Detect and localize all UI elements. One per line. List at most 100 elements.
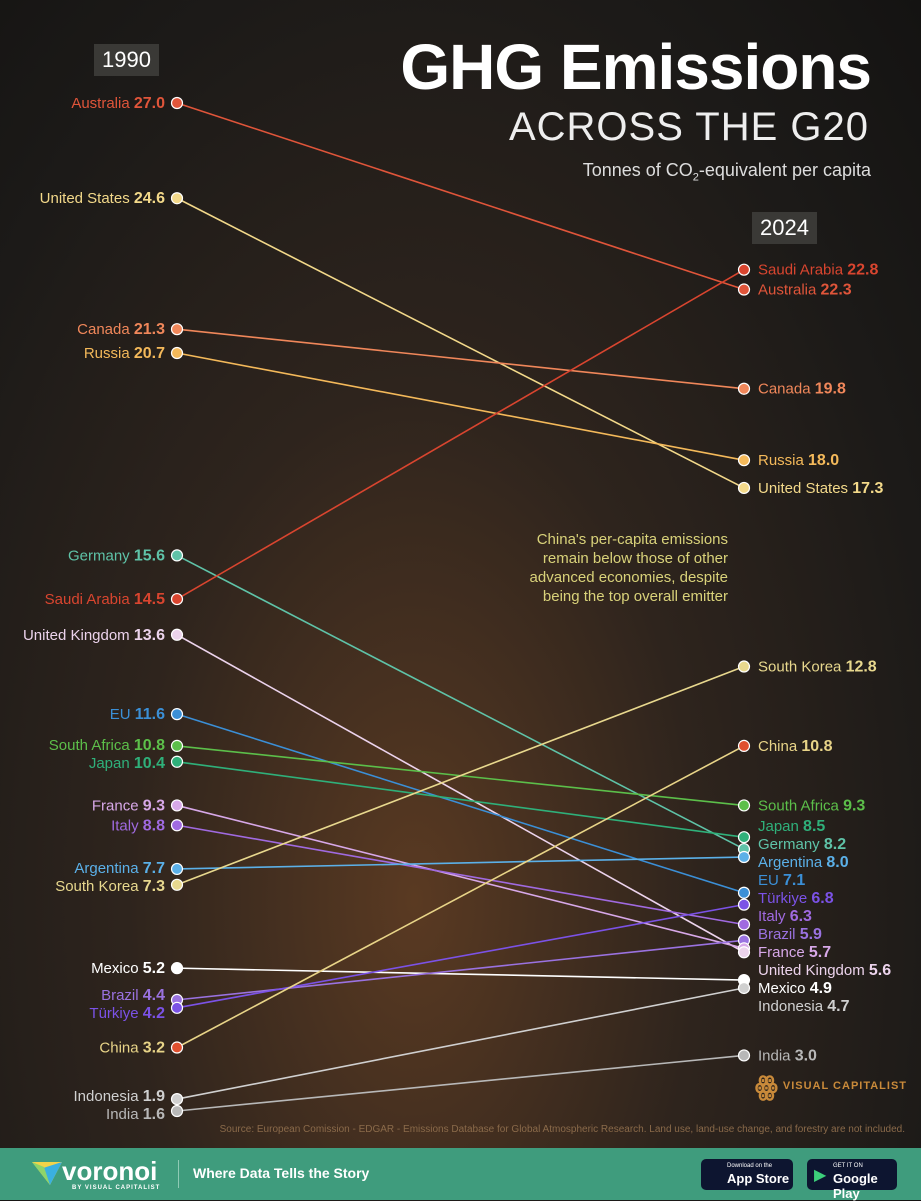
country-name: Australia	[71, 95, 134, 112]
data-label: Germany 8.2	[758, 836, 846, 853]
slope-chart: Australia 27.0 United States 24.6 Canada 2…	[23, 95, 891, 1123]
series-line-5	[176, 268, 745, 600]
country-value: 6.8	[811, 890, 833, 907]
country-dot-1990	[170, 962, 184, 975]
country-name: Argentina	[74, 860, 142, 877]
country-dot-1990	[170, 628, 184, 641]
country-name: United Kingdom	[23, 627, 134, 644]
country-dot-2024	[737, 799, 751, 812]
country-name: Russia	[84, 345, 134, 362]
data-label: Japan 8.5	[758, 818, 825, 835]
country-value: 3.2	[143, 1040, 165, 1057]
series-line-14	[176, 967, 745, 981]
google-play-button[interactable]: ▶ GET IT ON Google Play	[807, 1159, 897, 1201]
label-l-3: Russia 20.7	[84, 345, 184, 362]
label-l-10: France 9.3	[92, 797, 184, 814]
label-r-13: South Korea 12.8	[737, 659, 877, 676]
country-name: Russia	[758, 452, 808, 469]
country-dot-2024	[737, 739, 751, 752]
data-label: Italy 6.3	[758, 908, 812, 925]
data-label: Germany 15.6	[68, 547, 165, 564]
google-play-small: GET IT ON	[833, 1163, 863, 1169]
country-name: South Africa	[49, 737, 134, 754]
country-name: India	[106, 1106, 143, 1123]
country-dot-2024	[737, 946, 751, 959]
country-name: Japan	[89, 755, 134, 772]
data-label: Russia 18.0	[758, 452, 839, 469]
tagline: Where Data Tells the Story	[193, 1165, 370, 1181]
data-label: China 3.2	[99, 1040, 165, 1057]
country-name: India	[758, 1047, 795, 1064]
label-r-12: Argentina 8.0	[737, 850, 849, 871]
country-dot-1990	[170, 1092, 184, 1106]
country-name: China	[758, 738, 801, 755]
label-l-8: South Africa 10.8	[49, 737, 184, 754]
data-label: Indonesia 1.9	[74, 1088, 166, 1105]
data-label: Australia 27.0	[71, 95, 165, 112]
google-play-label: Google Play	[833, 1171, 878, 1201]
label-r-8: South Africa 9.3	[737, 797, 865, 814]
country-name: Türkiye	[89, 1005, 142, 1022]
country-value: 22.8	[847, 262, 878, 279]
country-name: Germany	[758, 836, 824, 853]
series-line-12	[176, 856, 745, 870]
unit-sub: 2	[692, 171, 699, 184]
country-dot-2024	[737, 831, 751, 844]
label-l-18: Indonesia 1.9	[74, 1088, 184, 1106]
country-value: 5.6	[869, 962, 891, 979]
voronoi-logo-icon	[32, 1162, 62, 1185]
country-value: 8.5	[803, 818, 825, 835]
divider	[178, 1160, 179, 1188]
country-name: EU	[110, 706, 135, 723]
data-label: Australia 22.3	[758, 282, 852, 299]
country-name: Germany	[68, 547, 134, 564]
country-name: Saudi Arabia	[758, 262, 847, 279]
country-value: 5.7	[809, 944, 831, 961]
country-name: Canada	[77, 321, 134, 338]
year-label-right: 2024	[752, 212, 817, 244]
series-line-10	[176, 804, 745, 950]
series-line-6	[176, 634, 745, 953]
app-store-small: Download on the	[727, 1163, 773, 1169]
country-value: 13.6	[134, 627, 165, 644]
infographic: Australia 27.0 United States 24.6 Canada 2…	[22, 44, 907, 1135]
country-dot-2024	[737, 283, 751, 296]
country-name: South Korea	[55, 878, 143, 895]
country-dot-2024	[737, 481, 751, 495]
country-value: 7.3	[143, 878, 165, 895]
unit-label: Tonnes of CO2-equivalent per capita	[583, 160, 871, 184]
data-label: Canada 19.8	[758, 381, 846, 398]
voronoi-logo[interactable]: voronoi	[62, 1156, 158, 1186]
country-name: Brazil	[101, 987, 143, 1004]
label-l-2: Canada 21.3	[77, 321, 184, 338]
country-value: 9.3	[143, 797, 165, 814]
country-name: Japan	[758, 818, 803, 835]
series-line-11	[176, 824, 745, 926]
country-value: 4.2	[143, 1005, 165, 1022]
label-l-5: Saudi Arabia 14.5	[45, 591, 184, 608]
country-value: 8.2	[824, 836, 846, 853]
unit-suffix: -equivalent per capita	[698, 160, 871, 180]
data-label: United Kingdom 5.6	[758, 962, 891, 979]
app-store-label: App Store	[727, 1171, 790, 1186]
country-value: 8.0	[826, 854, 848, 871]
label-l-6: United Kingdom 13.6	[23, 627, 184, 644]
country-dot-1990	[170, 862, 184, 876]
label-r-9: Japan 8.5	[737, 818, 825, 844]
data-label: Canada 21.3	[77, 321, 165, 338]
country-dot-1990	[170, 708, 184, 721]
label-l-14: Mexico 5.2	[91, 960, 184, 977]
country-name: South Korea	[758, 659, 846, 676]
label-l-19: India 1.6	[106, 1104, 184, 1123]
app-store-button[interactable]: Download on the App Store	[701, 1159, 793, 1190]
country-dot-2024	[737, 918, 751, 931]
data-label: Brazil 5.9	[758, 926, 822, 943]
country-dot-1990	[170, 799, 184, 812]
series-line-17	[176, 745, 745, 1049]
page-subtitle: ACROSS THE G20	[508, 105, 869, 149]
country-name: Indonesia	[74, 1088, 143, 1105]
country-value: 22.3	[821, 282, 852, 299]
country-dot-1990	[170, 1104, 184, 1118]
unit-prefix: Tonnes of CO	[582, 160, 693, 180]
data-label: Türkiye 4.2	[89, 1005, 165, 1022]
